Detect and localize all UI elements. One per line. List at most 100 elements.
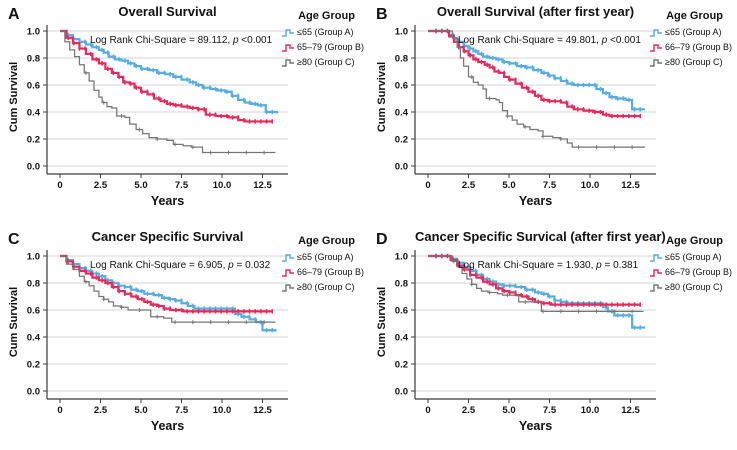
- svg-text:10.0: 10.0: [581, 405, 600, 416]
- panel-d-cancer-specific-survival-after-first-year: D Cancer Specific Survical (after first …: [368, 225, 737, 450]
- panel-a-overall-survival: A Overall Survival 0.0 0.2 0.4 0.6 0.8 1.0 0 2.…: [0, 0, 368, 225]
- legend-entry-label: ≤65 (Group A): [665, 252, 722, 262]
- svg-text:1.0: 1.0: [27, 252, 40, 263]
- svg-text:2.5: 2.5: [94, 180, 108, 191]
- panel-c-cancer-specific-survival: C Cancer Specific Survival 0.0 0.2 0.4 0.6 0…: [0, 225, 368, 450]
- legend-step-icon: [282, 44, 294, 52]
- stat-p-value: <0.001: [607, 35, 641, 46]
- legend-entry-label: ≥80 (Group C): [665, 282, 723, 292]
- svg-text:0.2: 0.2: [27, 135, 40, 146]
- svg-text:7.5: 7.5: [543, 405, 557, 416]
- svg-text:12.5: 12.5: [621, 405, 640, 416]
- legend-entry: 66–79 (Group B): [649, 265, 736, 280]
- x-axis-label: Years: [518, 419, 553, 433]
- svg-text:2.5: 2.5: [462, 180, 476, 191]
- log-rank-annotation: Log Rank Chi-Square = 1.930, p = 0.381: [458, 260, 638, 271]
- svg-text:10.0: 10.0: [213, 405, 232, 416]
- legend-entry: ≤65 (Group A): [281, 250, 368, 265]
- svg-text:0.8: 0.8: [395, 279, 408, 290]
- legend-entry: 66–79 (Group B): [281, 265, 368, 280]
- svg-text:0: 0: [425, 180, 430, 191]
- legend-step-icon: [650, 269, 662, 277]
- legend-entry-label: 66–79 (Group B): [665, 267, 733, 277]
- panel-letter: A: [8, 6, 20, 23]
- legend-title: Age Group: [298, 235, 355, 247]
- km-plot: 0.0 0.2 0.4 0.6 0.8 1.0 0 2.5 5.0 7.5 10.0 12.5: [395, 25, 656, 191]
- legend-step-icon: [282, 284, 294, 292]
- svg-text:12.5: 12.5: [253, 405, 272, 416]
- log-rank-annotation: Log Rank Chi-Square = 89.112, p <0.001: [90, 35, 272, 46]
- svg-text:0.4: 0.4: [395, 333, 409, 344]
- panel-letter: C: [8, 231, 20, 248]
- svg-text:1.0: 1.0: [395, 252, 408, 263]
- legend-step-icon: [282, 254, 294, 262]
- svg-text:0.8: 0.8: [27, 54, 40, 65]
- legend: Age Group ≤65 (Group A) 66–79 (Group B) ≥80…: [649, 10, 736, 70]
- legend-entry-label: 66–79 (Group B): [297, 267, 365, 277]
- svg-text:12.5: 12.5: [621, 180, 640, 191]
- y-axis-label: Cum Survival: [376, 61, 388, 133]
- x-axis-label: Years: [150, 419, 185, 433]
- legend-entry: 65–79 (Group B): [281, 40, 368, 55]
- log-rank-annotation: Log Rank Chi-Square = 49.801, p <0.001: [458, 35, 641, 46]
- legend-step-icon: [650, 59, 662, 67]
- legend-step-icon: [650, 29, 662, 37]
- svg-text:10.0: 10.0: [581, 180, 600, 191]
- legend-step-icon: [650, 254, 662, 262]
- legend-title: Age Group: [298, 10, 355, 22]
- svg-text:0.6: 0.6: [27, 306, 40, 317]
- svg-text:0.0: 0.0: [395, 162, 408, 173]
- stat-text: Log Rank Chi-Square = 89.112,: [90, 35, 233, 46]
- legend-step-icon: [282, 269, 294, 277]
- legend-entry: ≥80 (Group C): [281, 280, 368, 295]
- svg-text:1.0: 1.0: [27, 27, 40, 38]
- y-axis-label: Cum Survival: [8, 61, 20, 133]
- stat-p-value: <0.001: [238, 35, 273, 46]
- p-symbol: p: [596, 260, 602, 271]
- svg-text:7.5: 7.5: [543, 180, 557, 191]
- legend-entry-label: 66–79 (Group B): [665, 42, 733, 52]
- legend-entry-label: ≥80 (Group C): [297, 282, 355, 292]
- panel-title: Cancer Specific Survical (after first ye…: [415, 229, 666, 244]
- panel-title: Overall Survival: [118, 4, 217, 19]
- legend-step-icon: [282, 29, 294, 37]
- log-rank-annotation: Log Rank Chi-Square = 6.905, p = 0.032: [90, 260, 270, 271]
- panel-title: Overall Survival (after first year): [436, 4, 635, 19]
- legend-title: Age Group: [666, 10, 723, 22]
- legend-step-icon: [650, 44, 662, 52]
- svg-text:2.5: 2.5: [462, 405, 476, 416]
- panel-b-overall-survival-after-first-year: B Overall Survival (after first year) 0.…: [368, 0, 737, 225]
- x-axis-label: Years: [150, 194, 185, 208]
- stat-text: Log Rank Chi-Square = 6.905,: [90, 260, 229, 271]
- km-plot: 0.0 0.2 0.4 0.6 0.8 1.0 0 2.5 5.0 7.5 10.0 12.5: [27, 25, 288, 191]
- svg-text:0.6: 0.6: [395, 81, 408, 92]
- svg-text:10.0: 10.0: [213, 180, 232, 191]
- svg-text:0.2: 0.2: [395, 360, 408, 371]
- legend-entry: ≤65 (Group A): [649, 250, 736, 265]
- svg-text:0.4: 0.4: [27, 333, 41, 344]
- svg-text:0.6: 0.6: [395, 306, 408, 317]
- legend-entry-label: ≥80 (Group C): [297, 57, 355, 67]
- stat-text: Log Rank Chi-Square = 1.930,: [458, 260, 597, 271]
- svg-text:5.0: 5.0: [502, 180, 515, 191]
- svg-text:0.2: 0.2: [27, 360, 40, 371]
- svg-text:5.0: 5.0: [134, 180, 147, 191]
- legend-title: Age Group: [666, 235, 723, 247]
- stat-p-value: = 0.032: [233, 260, 271, 271]
- legend: Age Group ≤65 (Group A) 66–79 (Group B) ≥80…: [281, 235, 368, 295]
- y-axis-label: Cum Survival: [376, 286, 388, 358]
- km-plot: 0.0 0.2 0.4 0.6 0.8 1.0 0 2.5 5.0 7.5 10.0 12.5: [27, 250, 288, 416]
- legend-entry: ≤65 (Group A): [649, 25, 736, 40]
- panel-title: Cancer Specific Survival: [91, 229, 244, 244]
- legend-entry: ≥80 (Group C): [649, 280, 736, 295]
- legend-entry: ≥80 (Group C): [649, 55, 736, 70]
- legend-entry-label: ≤65 (Group A): [297, 27, 354, 37]
- svg-text:0: 0: [57, 405, 62, 416]
- p-symbol: p: [228, 260, 234, 271]
- km-plot: 0.0 0.2 0.4 0.6 0.8 1.0 0 2.5 5.0 7.5 10.0 12.5: [395, 250, 656, 416]
- svg-text:0.8: 0.8: [27, 279, 40, 290]
- svg-text:0: 0: [57, 180, 62, 191]
- p-symbol: p: [601, 35, 608, 46]
- svg-text:0: 0: [425, 405, 430, 416]
